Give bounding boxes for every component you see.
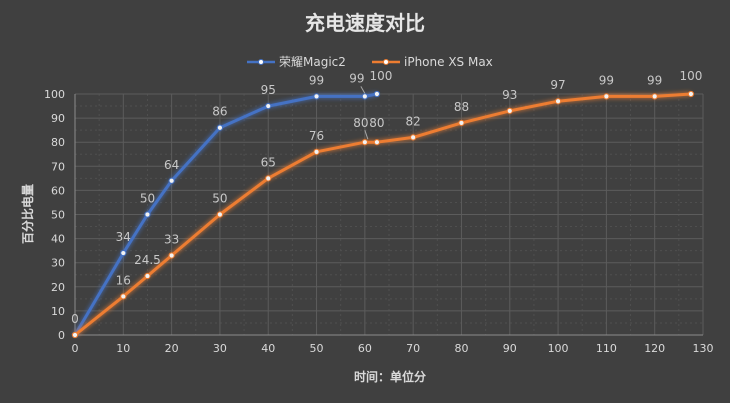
data-label: 95 (261, 83, 276, 97)
data-point (361, 139, 368, 146)
legend-swatch-marker (258, 59, 264, 65)
y-tick-label: 70 (51, 160, 65, 173)
data-point (687, 90, 695, 98)
y-tick-label: 10 (51, 305, 65, 318)
data-point (168, 252, 175, 259)
data-label: 88 (454, 100, 469, 114)
y-tick-label: 20 (51, 281, 65, 294)
axes: 0 10 20 30 40 50 60 70 80 90 100 110 120 130 0 10 20 30 40… (44, 88, 714, 355)
data-label: 99 (647, 73, 662, 87)
series-line (74, 92, 691, 337)
data-label: 16 (116, 273, 131, 287)
data-point (216, 124, 224, 131)
x-tick-label: 30 (213, 342, 227, 355)
data-label: 99 (599, 73, 614, 87)
data-point (554, 98, 562, 105)
x-tick-label: 60 (358, 342, 372, 355)
grid (75, 93, 704, 335)
y-tick-label: 40 (51, 233, 65, 246)
x-tick-label: 70 (406, 342, 420, 355)
x-tick-label: 120 (644, 342, 665, 355)
data-point (71, 331, 79, 339)
data-label: 86 (212, 105, 227, 119)
data-label: 80 (353, 116, 368, 130)
y-tick-label: 60 (51, 184, 65, 197)
x-tick-label: 110 (596, 342, 617, 355)
legend: 荣耀Magic2 iPhone XS Max (247, 55, 493, 69)
x-tick-label: 130 (693, 342, 714, 355)
x-tick-label: 20 (165, 342, 179, 355)
x-axis-label: 时间：单位分 (354, 369, 426, 384)
data-label: 50 (212, 192, 227, 206)
y-tick-label: 100 (44, 88, 65, 101)
data-label: 82 (406, 114, 421, 128)
data-label: 65 (261, 155, 276, 169)
data-label: 97 (550, 78, 565, 92)
data-label: 0 (71, 312, 79, 326)
data-label: 24.5 (134, 253, 161, 267)
data-label: 76 (309, 129, 324, 143)
x-tick-label: 100 (548, 342, 569, 355)
data-point (410, 134, 417, 141)
data-point (361, 93, 368, 100)
y-axis-label: 百分比电量 (20, 184, 35, 244)
data-label: 100 (679, 69, 702, 83)
data-label: 80 (369, 116, 384, 130)
legend-label: iPhone XS Max (404, 55, 493, 69)
data-point (506, 107, 513, 114)
data-point (216, 211, 224, 218)
data-point (265, 175, 272, 182)
data-point (603, 93, 610, 100)
legend-swatch-marker (383, 59, 389, 65)
series-layer (71, 90, 695, 339)
data-label: 34 (116, 230, 131, 244)
data-point (265, 102, 272, 110)
chart-title: 充电速度对比 (305, 11, 425, 35)
x-tick-label: 10 (116, 342, 130, 355)
y-tick-label: 0 (58, 329, 65, 342)
y-tick-label: 30 (51, 257, 65, 270)
data-point (313, 93, 320, 100)
leader-line (360, 86, 366, 94)
data-label: 99 (349, 71, 364, 85)
data-label: 50 (140, 192, 155, 206)
x-tick-label: 90 (503, 342, 517, 355)
leader-line (364, 130, 369, 140)
data-point (313, 148, 320, 155)
x-tick-label: 0 (72, 342, 79, 355)
data-label: 99 (309, 73, 324, 87)
y-tick-label: 50 (51, 209, 65, 222)
legend-label: 荣耀Magic2 (279, 55, 346, 69)
y-tick-label: 80 (51, 136, 65, 149)
data-point (458, 119, 465, 127)
y-tick-label: 90 (51, 112, 65, 125)
data-label: 100 (369, 69, 392, 83)
data-point (651, 93, 658, 100)
x-tick-label: 50 (310, 342, 324, 355)
data-label: 93 (502, 88, 517, 102)
data-point (144, 272, 151, 280)
data-label: 33 (164, 232, 179, 246)
data-point (373, 90, 381, 98)
x-tick-label: 40 (261, 342, 275, 355)
x-tick-label: 80 (454, 342, 468, 355)
data-label: 64 (164, 158, 179, 172)
data-point (373, 139, 381, 146)
data-point (120, 293, 127, 300)
data-point (144, 211, 151, 218)
data-point (168, 177, 175, 184)
data-point (120, 249, 127, 257)
